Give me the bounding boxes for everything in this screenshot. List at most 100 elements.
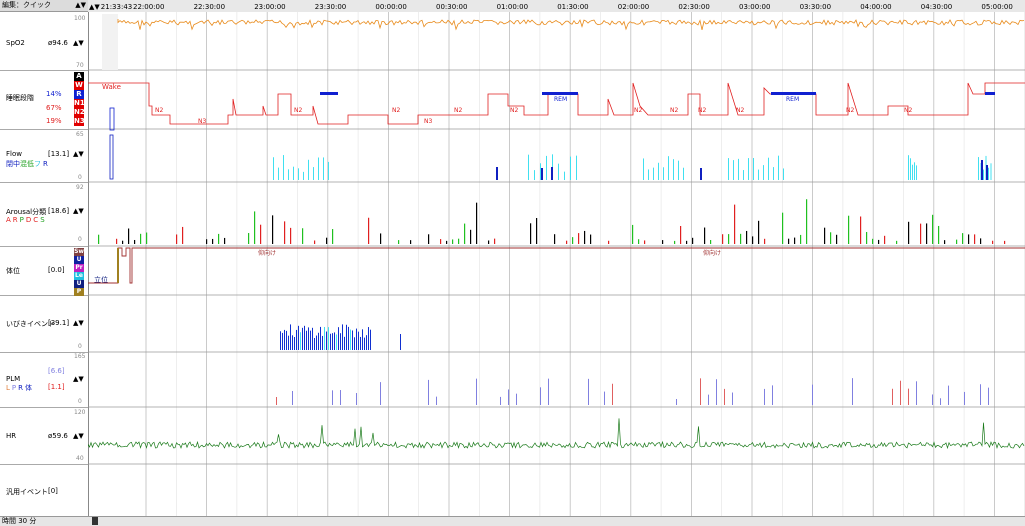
snore-event-bar: [342, 324, 343, 350]
flow-event-bar: [763, 165, 764, 180]
arousal-event-bar: [284, 221, 286, 244]
arousal-event-bar: [530, 223, 532, 244]
channel-flow[interactable]: 65 Flow [13.1] ▲▼ 閉中混低フ R 0: [0, 130, 88, 183]
arousal-adjust[interactable]: ▲▼: [73, 207, 84, 215]
arousal-event-bar: [980, 238, 982, 244]
arousal-event-bar: [476, 202, 478, 244]
snore-scale-bottom: 0: [78, 343, 82, 350]
arousal-event-bar: [920, 223, 922, 244]
stage-label: N2: [670, 107, 678, 114]
flow-adjust[interactable]: ▲▼: [73, 150, 84, 158]
snore-event-bar: [294, 337, 295, 350]
snore-event-bar: [286, 330, 287, 350]
plm-adjust[interactable]: ▲▼: [73, 375, 84, 383]
signal-chart[interactable]: ▲▼21:33:43 22:00:00 22:30:00 23:00:00 23:30…: [88, 0, 1025, 525]
plm-event-bar: [436, 396, 437, 405]
plm-event-bar: [356, 393, 357, 405]
channel-general-events[interactable]: 汎用イベント [0]: [0, 465, 88, 515]
stage-label: N2: [155, 107, 163, 114]
flow-event-bar: [988, 167, 989, 180]
plm-event-bar: [708, 394, 709, 405]
arousal-event-bar: [638, 239, 640, 244]
stage-label: REM: [786, 96, 799, 103]
flow-event-bar: [783, 168, 784, 180]
arousal-event-bar: [968, 234, 970, 244]
channel-sleep-stage[interactable]: 睡眠段階 14% 67% 19% A W R N1 N2 N3: [0, 71, 88, 130]
flow-event-bar: [738, 158, 739, 180]
arousal-event-bar: [398, 240, 400, 244]
hr-adjust[interactable]: ▲▼: [73, 432, 84, 440]
arousal-event-bar: [122, 240, 124, 244]
stage-label: N2: [634, 107, 642, 114]
plm-event-bar: [932, 394, 933, 405]
stage-r-box: R: [74, 90, 84, 99]
flow-event-bar: [540, 163, 541, 180]
arousal-event-bar: [956, 239, 958, 244]
general-label: 汎用イベント: [6, 488, 48, 496]
arousal-event-bar: [710, 240, 712, 244]
plm-event-bar: [940, 398, 941, 405]
arousal-event-bar: [908, 221, 910, 244]
plm-legend: LPR体: [6, 383, 34, 393]
plm-event-bar: [700, 378, 701, 405]
arousal-event-bar: [926, 223, 928, 244]
sleep-stage-label: 睡眠段階: [6, 94, 34, 102]
arousal-event-bar: [878, 239, 880, 244]
time-grid: [145, 12, 1025, 516]
scroll-thumb[interactable]: [92, 517, 98, 525]
time-tick-label: 22:30:00: [194, 3, 225, 11]
legend-a: A: [6, 216, 13, 224]
channel-hr[interactable]: 120 HR ø59.6 ▲▼ 40: [0, 408, 88, 465]
arousal-event-bar: [452, 239, 454, 244]
plm-event-bar: [332, 390, 333, 405]
snore-adjust[interactable]: ▲▼: [73, 319, 84, 327]
channel-spo2[interactable]: 100 SpO2 ø94.6 ▲▼ 70: [0, 12, 88, 71]
plm-event-bar: [340, 390, 341, 405]
flow-label: Flow: [6, 150, 22, 158]
n2-percent: 67%: [46, 104, 62, 112]
pos-sw-box: Sw: [74, 248, 84, 256]
spo2-adjust[interactable]: ▲▼: [73, 39, 84, 47]
flow-event-bar-dark: [541, 168, 543, 180]
plm-event-bar: [588, 378, 589, 405]
stage-label: N2: [736, 107, 744, 114]
rem-segment: [320, 92, 338, 95]
plm-event-bar: [516, 393, 517, 405]
snore-event-bar: [348, 326, 349, 350]
snore-event-bar: [328, 327, 329, 350]
rem-segment: [771, 92, 816, 95]
time-scroll-bar[interactable]: 時間 30 分: [0, 516, 1025, 526]
channel-arousal[interactable]: 92 Arousal分類 [18.6] ▲▼ ARPDCS 0: [0, 183, 88, 247]
flow-events: [109, 134, 992, 180]
channel-plm[interactable]: 165 [6.6] PLM ▲▼ LPR体 [1.1] 0: [0, 353, 88, 408]
channel-panel: 編集：クイック ▲▼ 100 SpO2 ø94.6 ▲▼ 70 睡眠段階 14%…: [0, 0, 89, 525]
plm-event-bar: [732, 392, 733, 405]
channel-position[interactable]: 体位 [0.0] Sw U Pr Le U P: [0, 247, 88, 296]
edit-mode-label[interactable]: 編集：クイック: [2, 1, 51, 9]
channel-snore[interactable]: いびきイベント [39.1] ▲▼ 0: [0, 296, 88, 353]
arousal-event-bar: [674, 240, 676, 244]
flow-event-bar: [653, 167, 654, 180]
legend-p: P: [11, 384, 19, 392]
arousal-event-bar: [98, 234, 100, 244]
snore-event-bar: [332, 333, 333, 350]
flow-event-bar: [753, 158, 754, 180]
arousal-event-bar: [380, 233, 382, 244]
rem-marker: [109, 107, 115, 131]
arousal-event-bar: [884, 235, 886, 244]
hr-value: ø59.6: [48, 432, 68, 440]
flow-event-bar: [546, 155, 547, 180]
flow-event-bar: [318, 157, 319, 180]
time-tick-label: 03:00:00: [739, 3, 770, 11]
plm-event-bar: [988, 387, 989, 405]
arousal-event-bar: [740, 233, 742, 244]
rem-segment: [542, 92, 578, 95]
snore-event-bar: [354, 337, 355, 350]
scroll-arrows[interactable]: ▲▼: [75, 1, 86, 9]
flow-event-bar: [273, 157, 274, 180]
stage-label: REM: [554, 96, 567, 103]
snore-event-bar: [370, 329, 371, 350]
arousal-event-bar: [332, 229, 334, 244]
hypnogram-line: [88, 82, 1025, 125]
snore-event-bar: [324, 326, 325, 350]
